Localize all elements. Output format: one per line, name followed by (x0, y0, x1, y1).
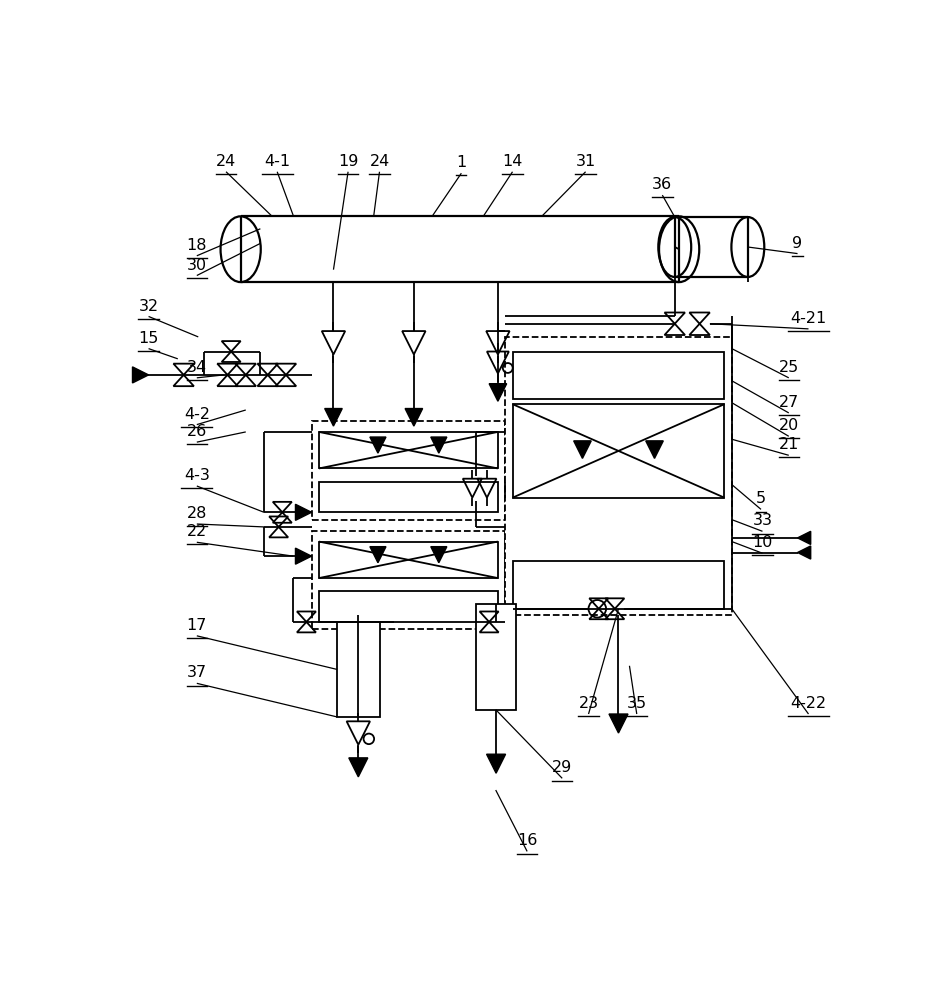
Bar (311, 421, 505, 520)
Polygon shape (295, 504, 311, 520)
Polygon shape (370, 437, 386, 453)
Bar (338, 622, 379, 717)
Text: 16: 16 (517, 833, 538, 848)
Text: 34: 34 (187, 360, 207, 375)
Text: 14: 14 (503, 154, 522, 169)
Text: 17: 17 (187, 618, 207, 633)
Bar (311, 531, 505, 629)
Text: 26: 26 (187, 424, 207, 439)
Polygon shape (132, 367, 149, 383)
Polygon shape (798, 531, 811, 544)
Text: 9: 9 (792, 236, 802, 251)
Polygon shape (295, 548, 311, 564)
Bar (476, 604, 516, 710)
Polygon shape (798, 546, 811, 559)
Text: 28: 28 (187, 506, 207, 521)
Text: 18: 18 (187, 238, 207, 253)
Bar (319, 432, 498, 468)
Bar (319, 482, 498, 512)
Polygon shape (431, 547, 447, 563)
Polygon shape (487, 754, 505, 773)
Text: 32: 32 (139, 299, 158, 314)
Text: 15: 15 (139, 331, 158, 346)
Text: 36: 36 (653, 177, 672, 192)
Text: 4-3: 4-3 (184, 468, 209, 483)
Bar (513, 404, 724, 498)
Text: 24: 24 (216, 154, 236, 169)
Text: 4-2: 4-2 (184, 407, 209, 422)
Bar (319, 542, 498, 578)
Text: 4-22: 4-22 (790, 696, 827, 711)
Text: 23: 23 (578, 696, 599, 711)
Polygon shape (646, 441, 663, 458)
Bar (505, 337, 732, 615)
Text: 20: 20 (779, 418, 799, 433)
Bar (319, 591, 498, 622)
Text: 22: 22 (187, 524, 207, 539)
Polygon shape (370, 547, 386, 563)
Polygon shape (349, 758, 368, 777)
Bar (513, 561, 724, 609)
Text: 10: 10 (753, 535, 772, 550)
Text: 24: 24 (370, 154, 389, 169)
Polygon shape (405, 409, 422, 426)
Text: 30: 30 (187, 258, 207, 273)
Polygon shape (609, 714, 628, 733)
Text: 29: 29 (552, 760, 572, 775)
Text: 4-21: 4-21 (790, 311, 827, 326)
Polygon shape (489, 384, 506, 401)
Polygon shape (324, 409, 342, 426)
Text: 25: 25 (779, 360, 799, 375)
Text: 31: 31 (575, 154, 596, 169)
Text: 27: 27 (779, 395, 799, 410)
Bar (513, 352, 724, 399)
Text: 5: 5 (756, 491, 766, 506)
Text: 33: 33 (753, 513, 772, 528)
Polygon shape (431, 437, 447, 453)
Text: 37: 37 (187, 665, 207, 680)
Text: 1: 1 (456, 155, 467, 170)
Text: 4-1: 4-1 (264, 154, 290, 169)
Polygon shape (573, 441, 591, 458)
Text: 19: 19 (338, 154, 358, 169)
Text: 35: 35 (627, 696, 647, 711)
Text: 21: 21 (779, 437, 799, 452)
